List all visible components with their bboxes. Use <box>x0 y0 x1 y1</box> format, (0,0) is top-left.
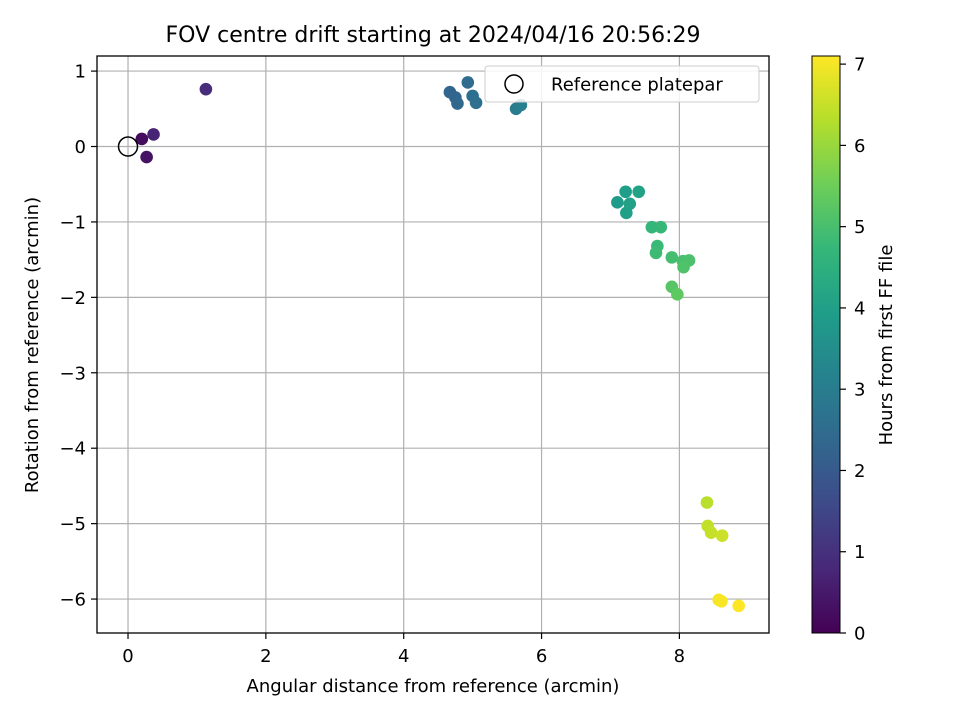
data-point <box>623 197 637 211</box>
colorbar-tick-label: 5 <box>854 217 865 238</box>
reference-platepar-marker <box>117 136 139 157</box>
data-point <box>715 595 728 608</box>
x-tick-label: 4 <box>398 646 409 667</box>
legend-reference-label: Reference platepar <box>551 75 723 96</box>
x-axis-label: Angular distance from reference (arcmin) <box>247 676 620 697</box>
x-tick-label: 6 <box>536 646 547 667</box>
data-point <box>671 288 684 301</box>
y-axis-ticks: 1 0 −1 −2 −3 −4 −5 −6 <box>59 62 97 611</box>
x-axis-ticks: 0 2 4 6 8 <box>122 633 685 667</box>
data-point <box>140 150 153 164</box>
x-tick-label: 8 <box>674 646 685 667</box>
data-point <box>677 260 690 274</box>
colorbar-ticks: 0 1 2 3 4 5 6 7 <box>840 55 865 645</box>
legend-reference-marker <box>504 74 524 94</box>
data-point <box>632 185 646 199</box>
colorbar-label: Hours from first FF file <box>876 245 897 446</box>
data-point <box>461 76 475 89</box>
grid-lines <box>97 56 769 633</box>
legend: Reference platepar <box>484 65 760 103</box>
data-point <box>715 529 729 543</box>
data-point <box>700 496 714 509</box>
colorbar-tick-label: 7 <box>854 55 865 76</box>
data-point <box>649 246 663 260</box>
data-point <box>469 96 483 110</box>
data-point <box>451 97 464 110</box>
colorbar-tick-label: 0 <box>854 624 865 645</box>
data-point <box>654 220 668 234</box>
data-point <box>732 599 745 613</box>
x-tick-label: 0 <box>122 646 133 667</box>
y-tick-label: −5 <box>59 514 86 535</box>
data-points <box>117 76 745 613</box>
data-point <box>665 251 679 264</box>
data-point <box>147 128 160 141</box>
y-tick-label: −3 <box>59 363 86 384</box>
colorbar-tick-label: 2 <box>854 461 865 482</box>
plot-frame <box>96 55 770 634</box>
data-point <box>199 82 213 96</box>
data-point <box>611 196 624 209</box>
data-point <box>619 185 632 199</box>
chart-title: FOV centre drift starting at 2024/04/16 … <box>166 23 701 48</box>
colorbar-tick-label: 3 <box>854 380 865 401</box>
colorbar <box>811 55 841 634</box>
colorbar-tick-label: 6 <box>854 136 865 157</box>
y-axis-label: Rotation from reference (arcmin) <box>22 197 43 493</box>
y-tick-label: 1 <box>75 62 86 83</box>
x-tick-label: 2 <box>260 646 271 667</box>
data-point <box>135 132 149 146</box>
colorbar-tick-label: 1 <box>854 542 865 563</box>
y-tick-label: −6 <box>59 590 86 611</box>
colorbar-tick-label: 4 <box>854 298 865 319</box>
legend-box <box>484 65 760 103</box>
y-tick-label: −4 <box>59 439 86 460</box>
y-tick-label: −1 <box>59 212 86 233</box>
y-tick-label: 0 <box>75 137 86 158</box>
y-tick-label: −2 <box>59 288 86 309</box>
data-point <box>704 526 718 539</box>
data-point <box>645 220 659 234</box>
